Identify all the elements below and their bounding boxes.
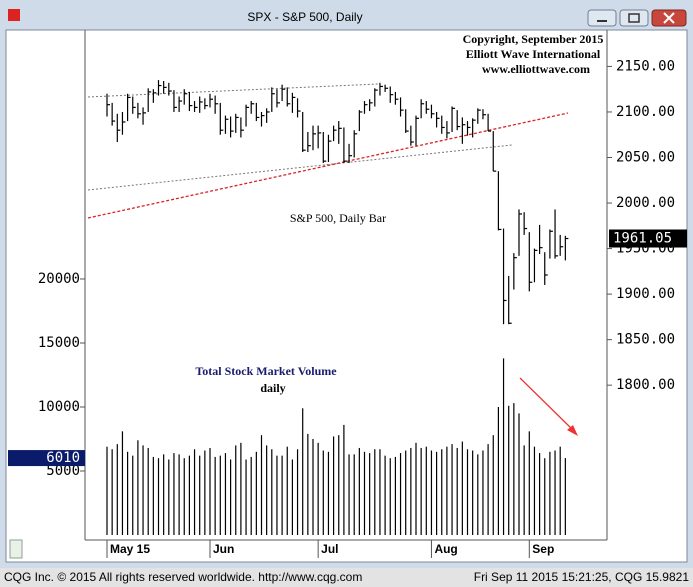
annotation: Elliott Wave International: [466, 47, 601, 61]
close-icon: [663, 12, 675, 24]
trendline: [87, 112, 569, 219]
maximize-button[interactable]: [619, 9, 649, 27]
app-icon: [8, 9, 20, 21]
x-tick-label: Jul: [321, 542, 338, 556]
y2-tick-label: 15000: [38, 335, 80, 351]
corner-box: [9, 539, 23, 559]
y-tick-label: 2000.00: [616, 195, 675, 211]
annotation: daily: [260, 381, 285, 395]
y-tick-label: 1800.00: [616, 377, 675, 393]
arrow-head: [567, 425, 578, 436]
y-tick-label: 1850.00: [616, 332, 675, 348]
annotation: Total Stock Market Volume: [195, 364, 337, 378]
status-bar: [0, 568, 693, 587]
window-title: SPX - S&P 500, Daily: [247, 10, 362, 24]
trendline: [87, 144, 513, 191]
y-tick-label: 2050.00: [616, 150, 675, 166]
y2-tick-label: 10000: [38, 399, 80, 415]
annotation: www.elliottwave.com: [482, 62, 590, 76]
arrow: [519, 377, 575, 432]
y-tick-label: 2150.00: [616, 58, 675, 74]
annotation: Copyright, September 2015: [463, 32, 604, 46]
chart-area: [5, 29, 688, 563]
last-price-box: [609, 229, 687, 248]
x-tick-label: Sep: [532, 542, 554, 556]
last-volume-label: 6010: [46, 450, 80, 466]
trendline: [87, 83, 379, 98]
x-tick-label: Jun: [213, 542, 234, 556]
last-volume-box: [8, 450, 85, 467]
y-tick-label: 1900.00: [616, 286, 675, 302]
maximize-icon: [628, 13, 640, 23]
x-tick-label: Aug: [434, 542, 457, 556]
annotation: S&P 500, Daily Bar: [290, 211, 386, 225]
y-tick-label: 2100.00: [616, 104, 675, 120]
last-price-label: 1961.05: [613, 231, 672, 247]
minimize-button[interactable]: [587, 9, 617, 27]
footer-right: Fri Sep 11 2015 15:21:25, CQG 15.9821: [474, 570, 690, 584]
footer-left: CQG Inc. © 2015 All rights reserved worl…: [4, 570, 362, 584]
y2-tick-label: 20000: [38, 271, 80, 287]
y2-tick-label: 5000: [46, 463, 80, 479]
x-tick-label: May 15: [110, 542, 150, 556]
